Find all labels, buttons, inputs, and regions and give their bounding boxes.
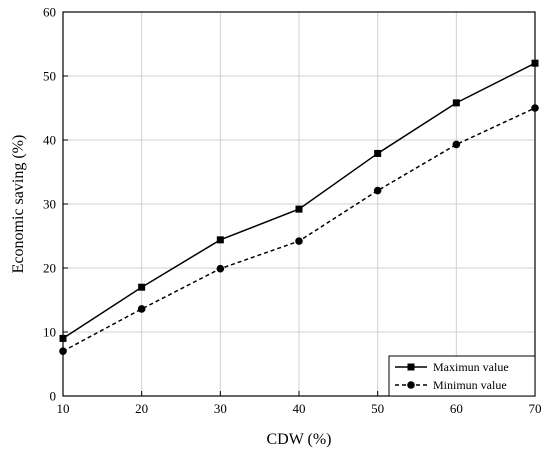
x-tick-label: 20 — [135, 401, 148, 416]
x-tick-label: 50 — [371, 401, 384, 416]
x-tick-label: 30 — [214, 401, 227, 416]
legend-box — [388, 355, 536, 397]
series-1 — [59, 59, 539, 342]
y-tick-label: 60 — [43, 5, 56, 20]
legend-label: Minimun value — [433, 378, 507, 392]
y-tick-label: 10 — [43, 325, 56, 340]
data-point-circle — [216, 264, 225, 273]
x-tick-label: 10 — [57, 401, 70, 416]
y-tick-label: 50 — [43, 69, 56, 84]
data-point-circle — [452, 140, 461, 149]
data-point-circle — [137, 305, 146, 313]
data-point-circle — [531, 104, 539, 112]
legend-marker-circle — [407, 381, 415, 389]
series-2 — [59, 104, 539, 356]
x-tick-label: 40 — [293, 401, 306, 416]
legend-label: Maximun value — [433, 360, 509, 374]
grid-lines — [62, 11, 536, 397]
x-tick-label: 60 — [450, 401, 463, 416]
series-group — [59, 59, 539, 356]
y-tick-label: 30 — [43, 197, 56, 212]
x-axis-title: CDW (%) — [266, 431, 331, 448]
data-point-circle — [373, 186, 382, 195]
data-point-circle — [295, 237, 303, 245]
y-tick-label: 40 — [43, 133, 56, 148]
legend-marker-square — [407, 363, 415, 371]
y-axis-title: Economic saving (%) — [10, 135, 27, 274]
data-point-circle — [59, 347, 67, 356]
data-point-square — [452, 99, 460, 107]
y-tick-label: 0 — [50, 389, 57, 404]
data-point-square — [216, 236, 224, 244]
legend: Maximun value Minimun value — [388, 355, 536, 397]
data-point-square — [295, 205, 303, 213]
data-point-square — [59, 334, 67, 342]
data-point-square — [138, 283, 146, 291]
data-point-square — [374, 149, 382, 157]
y-tick-label: 20 — [43, 261, 56, 276]
data-point-square — [531, 59, 539, 67]
x-tick-label: 70 — [529, 401, 542, 416]
